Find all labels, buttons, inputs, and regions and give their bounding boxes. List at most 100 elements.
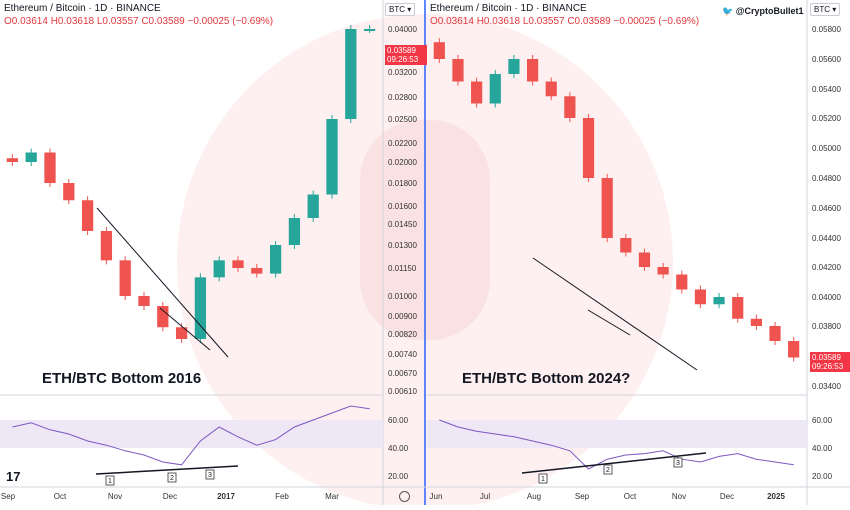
right-candle-body xyxy=(694,289,707,305)
right-y-tick-label: 0.04800 xyxy=(812,174,841,183)
left-x-tick-label: Sep xyxy=(1,492,16,501)
left-candle-body xyxy=(307,194,319,218)
twitter-handle-text: @CryptoBullet1 xyxy=(735,6,804,16)
left-candle-body xyxy=(363,29,376,31)
left-y-tick-label: 0.02500 xyxy=(388,115,417,124)
right-price-trendline xyxy=(587,309,631,336)
right-y-tick-label: 0.03400 xyxy=(812,382,841,391)
right-marker-box xyxy=(673,457,683,468)
left-ohlc: O0.03614 H0.03618 L0.03557 C0.03589 −0.0… xyxy=(4,16,273,27)
left-y-tick-label: 0.01150 xyxy=(388,264,417,273)
right-y-tick-label: 0.04400 xyxy=(812,234,841,243)
right-y-tick-label: 0.04000 xyxy=(812,293,841,302)
right-marker-label: 1 xyxy=(541,476,545,483)
right-price-trendline xyxy=(532,257,698,371)
right-x-tick-label: Jun xyxy=(430,492,443,501)
right-rsi-tick-label: 40.00 xyxy=(812,444,833,453)
left-rsi-tick-label: 40.00 xyxy=(388,444,409,453)
left-marker-box xyxy=(167,472,177,483)
left-y-tick-label: 0.01800 xyxy=(388,179,417,188)
right-ohlc: O0.03614 H0.03618 L0.03557 C0.03589 −0.0… xyxy=(430,16,699,27)
right-x-tick-label: Oct xyxy=(624,492,637,501)
left-rsi-tick-label: 60.00 xyxy=(388,416,409,425)
left-y-tick-label: 0.00820 xyxy=(388,330,417,339)
left-candle-body xyxy=(6,158,19,162)
right-x-tick-label: Aug xyxy=(527,492,541,501)
left-y-tick-label: 0.00740 xyxy=(388,350,417,359)
left-x-tick-label: Feb xyxy=(275,492,289,501)
right-candle-body xyxy=(638,252,651,267)
right-ohlc-text: O0.03614 H0.03618 L0.03557 C0.03589 −0.0… xyxy=(430,16,700,27)
left-y-tick-label: 0.02000 xyxy=(388,158,417,167)
left-candle-body xyxy=(100,231,113,261)
right-x-tick-label: Sep xyxy=(575,492,590,501)
left-x-tick-label: 2017 xyxy=(217,492,235,501)
right-y-tick-label: 0.05800 xyxy=(812,25,841,34)
left-price-value: 0.03589 xyxy=(387,46,416,55)
right-candle-body xyxy=(750,318,762,326)
right-currency-select[interactable]: BTC ▾ xyxy=(810,3,841,16)
right-marker-box xyxy=(603,464,613,475)
left-marker-label: 1 xyxy=(108,478,112,485)
left-chart-title: Ethereum / Bitcoin · 1D · BINANCE xyxy=(4,3,161,14)
twitter-bird-icon: 🐦 xyxy=(722,6,734,16)
left-candle-body xyxy=(345,29,357,119)
left-rsi-trendline xyxy=(95,465,239,475)
right-title-text: Ethereum / Bitcoin · 1D · BINANCE xyxy=(430,3,587,14)
left-currency-select[interactable]: BTC ▾ xyxy=(385,3,416,16)
right-rsi-trendline xyxy=(521,452,707,474)
left-countdown: 09:26:53 xyxy=(387,55,419,64)
left-price-trendline xyxy=(96,207,229,358)
right-candle-body xyxy=(545,81,557,97)
left-rsi-band xyxy=(0,420,383,448)
right-candle-body xyxy=(601,178,613,238)
right-x-tick-label: Dec xyxy=(720,492,734,501)
right-candle-body xyxy=(620,238,632,253)
right-candle-body xyxy=(564,96,576,118)
right-candle-body xyxy=(657,267,669,275)
right-y-tick-label: 0.05600 xyxy=(812,55,841,64)
right-y-tick-label: 0.05400 xyxy=(812,85,841,94)
right-caption: ETH/BTC Bottom 2024? xyxy=(462,370,631,387)
right-candle-body xyxy=(489,74,501,104)
right-candle-body xyxy=(788,341,800,358)
right-marker-box xyxy=(538,473,548,484)
right-candle-body xyxy=(676,274,688,290)
left-candle-body xyxy=(119,260,131,296)
settings-gear-icon[interactable] xyxy=(399,491,410,502)
left-y-tick-label: 0.01300 xyxy=(388,241,417,250)
right-currency-label: BTC xyxy=(814,5,830,14)
left-marker-box xyxy=(205,469,215,480)
left-x-tick-label: Nov xyxy=(108,492,122,501)
right-x-tick-label: Jul xyxy=(480,492,490,501)
left-candle-body xyxy=(63,183,75,201)
left-candle-body xyxy=(232,260,244,268)
twitter-handle[interactable]: 🐦 @CryptoBullet1 xyxy=(722,6,804,17)
right-y-tick-label: 0.04200 xyxy=(812,263,841,272)
right-candle-body xyxy=(713,297,725,305)
left-rsi-tick-label: 20.00 xyxy=(388,472,409,481)
right-price-value: 0.03589 xyxy=(812,353,841,362)
tradingview-logo[interactable]: 17 xyxy=(6,469,21,484)
left-y-tick-label: 0.01600 xyxy=(388,202,417,211)
left-y-tick-label: 0.01450 xyxy=(388,220,417,229)
left-y-tick-label: 0.04000 xyxy=(388,25,417,34)
left-candle-body xyxy=(213,260,225,278)
left-y-tick-label: 0.00670 xyxy=(388,369,417,378)
right-candle-body xyxy=(452,59,464,82)
right-y-tick-label: 0.05200 xyxy=(812,114,841,123)
right-candle-body xyxy=(471,81,483,104)
left-candle-body xyxy=(25,152,37,162)
right-candle-body xyxy=(526,59,539,82)
left-caption: ETH/BTC Bottom 2016 xyxy=(42,370,202,387)
left-y-tick-label: 0.00900 xyxy=(388,312,417,321)
right-rsi-tick-label: 60.00 xyxy=(812,416,833,425)
left-title-text: Ethereum / Bitcoin · 1D · BINANCE xyxy=(4,3,161,14)
right-marker-label: 3 xyxy=(676,460,680,467)
right-chart-title: Ethereum / Bitcoin · 1D · BINANCE xyxy=(430,3,587,14)
left-y-tick-label: 0.00610 xyxy=(388,387,417,396)
left-candle-body xyxy=(251,268,263,274)
left-marker-label: 3 xyxy=(208,472,212,479)
left-y-tick-label: 0.02800 xyxy=(388,93,417,102)
